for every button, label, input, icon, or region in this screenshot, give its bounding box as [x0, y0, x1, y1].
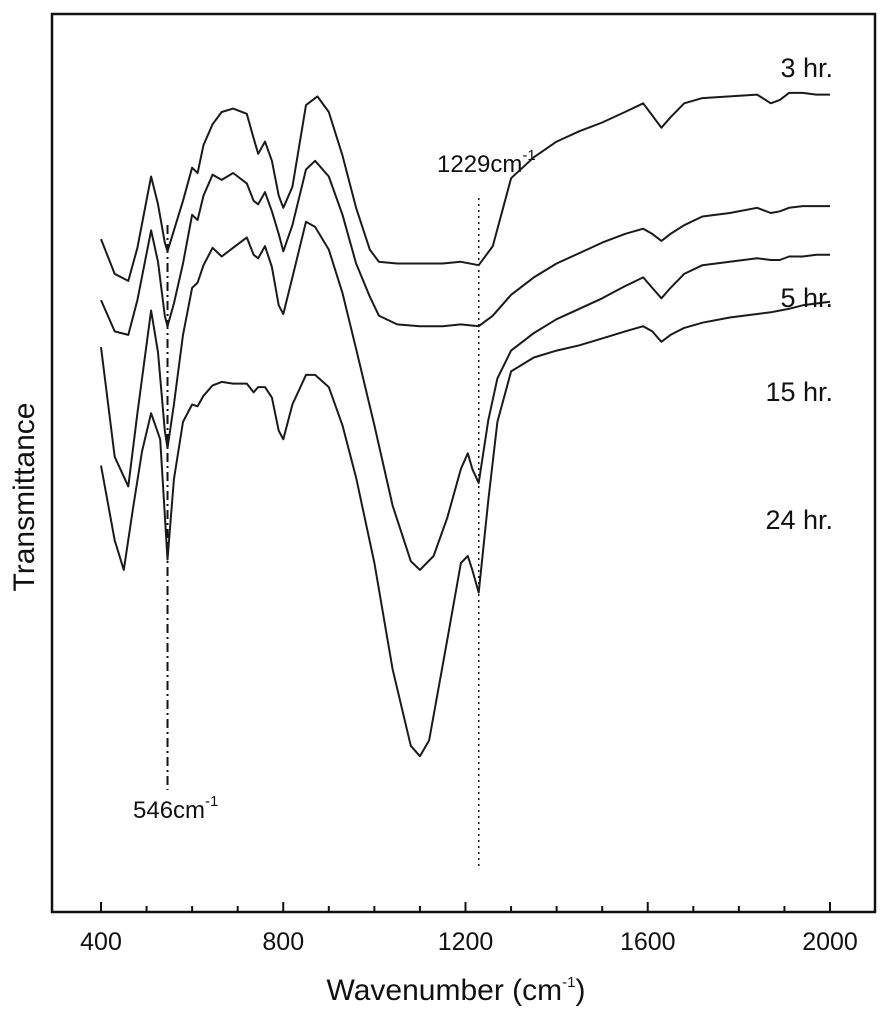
annotation-label-1229: 1229cm-1 [437, 147, 536, 178]
plot-frame [50, 12, 877, 914]
x-tick-label-400: 400 [80, 928, 122, 956]
x-axis-title: Wavenumber (cm-1) [327, 974, 586, 1007]
y-axis-title: Transmittance [8, 403, 41, 592]
series-line-24hr [100, 300, 831, 758]
series-label-15hr: 15 hr. [765, 377, 833, 407]
x-axis-title-base: Wavenumber (cm [327, 974, 563, 1007]
x-axis-title-sup: -1 [562, 974, 575, 991]
x-tick-label-1600: 1600 [620, 928, 676, 956]
x-tick-label-1200: 1200 [438, 928, 494, 956]
series-curves [100, 91, 831, 758]
x-tick-label-800: 800 [262, 928, 304, 956]
series-line-15hr [100, 220, 830, 571]
series-line-3hr [100, 91, 830, 282]
x-tick-label-2000: 2000 [802, 928, 858, 956]
series-label-3hr: 3 hr. [780, 53, 833, 83]
x-axis-ticks [100, 902, 831, 912]
annotation-label-546-sup: -1 [205, 793, 218, 810]
series-label-24hr: 24 hr. [765, 505, 833, 535]
annotation-label-1229-base: 1229cm [437, 151, 522, 178]
series-label-5hr: 5 hr. [780, 283, 833, 313]
annotation-label-546-base: 546cm [133, 797, 205, 824]
series-line-5hr [100, 159, 830, 336]
x-axis-title-end: ) [575, 974, 585, 1007]
annotation-label-546: 546cm-1 [133, 793, 218, 824]
x-axis-tick-labels: 400 800 1200 1600 2000 [80, 928, 858, 956]
